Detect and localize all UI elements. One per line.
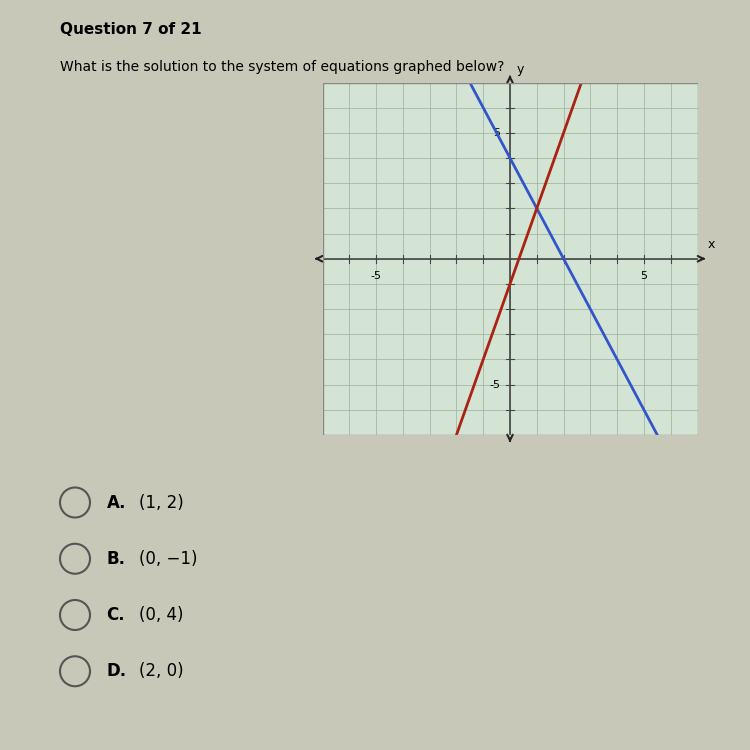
- Text: 5: 5: [494, 128, 501, 138]
- Text: (2, 0): (2, 0): [139, 662, 183, 680]
- Text: (1, 2): (1, 2): [139, 494, 184, 512]
- Text: -5: -5: [370, 272, 382, 281]
- Text: -5: -5: [490, 380, 501, 390]
- Text: 5: 5: [640, 272, 647, 281]
- Text: (0, 4): (0, 4): [139, 606, 183, 624]
- Text: y: y: [517, 64, 524, 76]
- Text: D.: D.: [106, 662, 127, 680]
- Text: B.: B.: [106, 550, 125, 568]
- Text: Question 7 of 21: Question 7 of 21: [60, 22, 202, 38]
- Text: A.: A.: [106, 494, 126, 512]
- Text: (0, −1): (0, −1): [139, 550, 197, 568]
- Text: x: x: [707, 238, 715, 251]
- Text: C.: C.: [106, 606, 125, 624]
- Text: What is the solution to the system of equations graphed below?: What is the solution to the system of eq…: [60, 60, 504, 74]
